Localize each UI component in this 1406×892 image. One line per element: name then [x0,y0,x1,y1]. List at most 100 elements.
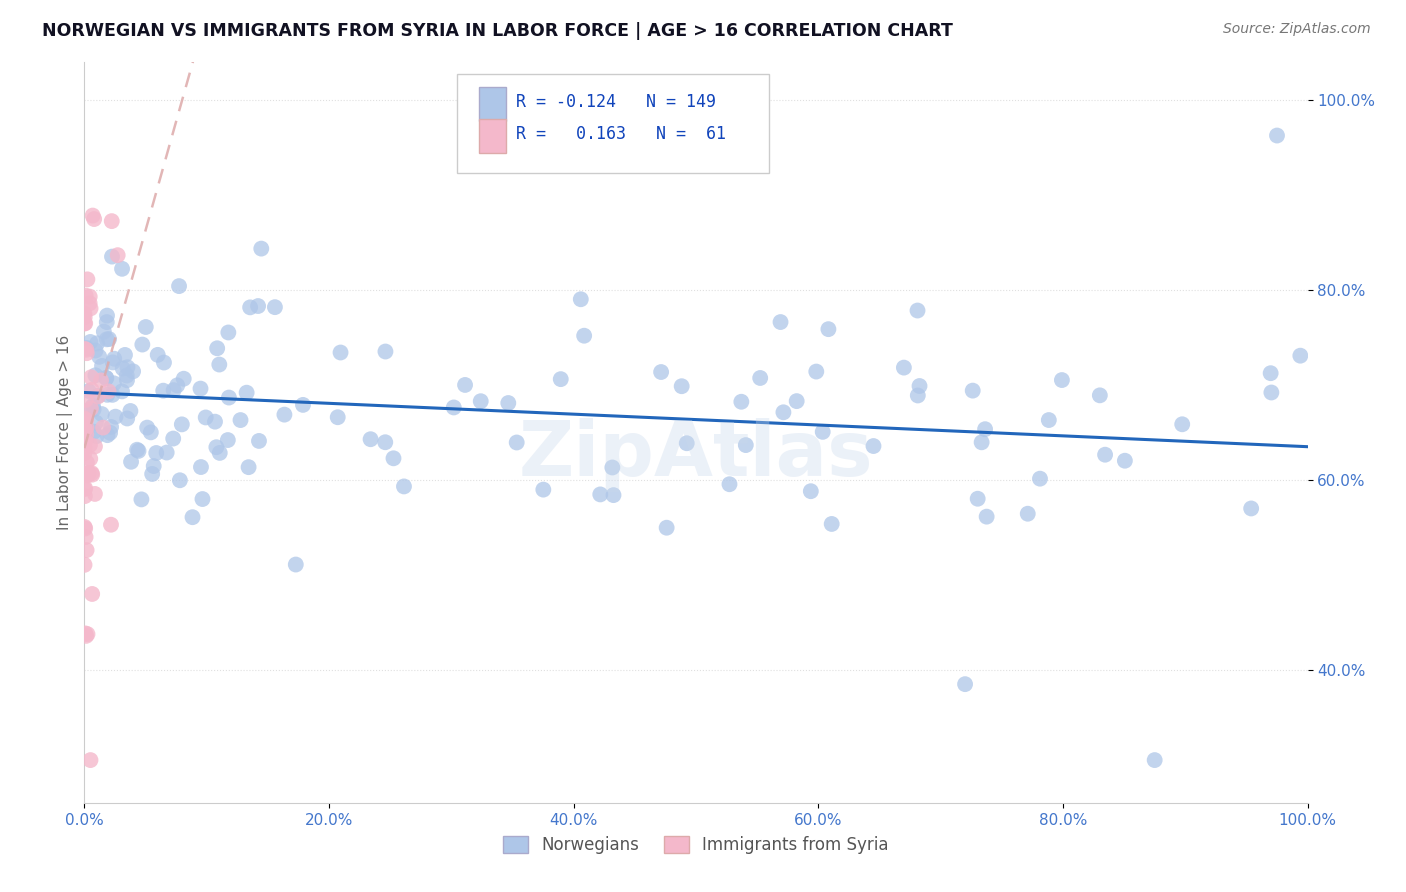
Point [602,488,624,502]
Point [146,348,169,362]
Point [247,434,270,448]
Point [73,441,96,455]
Point [235,385,257,400]
Point [505,435,527,450]
Point [190,460,212,475]
Point [730,394,752,409]
Point [908,379,931,393]
Point [602,460,624,475]
Legend: Norwegians, Immigrants from Syria: Norwegians, Immigrants from Syria [496,830,896,861]
Point [454,378,477,392]
Point [893,360,915,375]
Point [90,407,112,421]
Point [190,382,212,396]
FancyBboxPatch shape [457,73,769,173]
Point [83,212,105,227]
Point [162,432,184,446]
Point [250,242,273,256]
Point [73,306,96,320]
Point [1094,448,1116,462]
Point [217,326,239,340]
Point [976,509,998,524]
Text: NORWEGIAN VS IMMIGRANTS FROM SYRIA IN LABOR FORCE | AGE > 16 CORRELATION CHART: NORWEGIAN VS IMMIGRANTS FROM SYRIA IN LA… [42,22,953,40]
Point [91,420,114,434]
Point [382,451,405,466]
Point [111,261,134,276]
Point [76,468,98,483]
Point [907,388,929,402]
Point [86,429,108,443]
Point [83,425,105,439]
Point [96,332,118,346]
Point [962,384,984,398]
Point [73,317,96,331]
Point [75,413,97,427]
Point [1289,349,1312,363]
FancyBboxPatch shape [479,119,506,153]
Point [83,487,105,501]
Point [1265,128,1288,143]
Point [360,432,382,446]
Point [974,422,997,436]
Point [79,438,101,452]
Point [111,384,134,399]
Point [73,489,96,503]
Point [86,336,108,351]
Point [75,626,97,640]
Point [73,342,96,356]
Point [229,413,252,427]
Point [75,392,97,407]
Point [96,388,118,402]
Text: Source: ZipAtlas.com: Source: ZipAtlas.com [1223,22,1371,37]
Point [80,401,103,416]
Point [90,373,112,387]
Point [470,394,492,409]
Point [96,371,118,385]
Point [84,343,107,358]
Point [84,416,107,430]
Point [128,444,150,458]
Point [374,435,396,450]
Point [75,316,97,330]
Point [569,292,592,306]
Point [671,379,693,393]
Point [87,389,110,403]
Point [104,409,127,424]
Point [80,370,103,384]
Point [82,467,104,482]
Point [769,315,792,329]
Point [73,520,96,534]
Point [73,423,96,437]
Point [131,492,153,507]
Point [145,446,167,460]
Point [821,516,844,531]
Point [817,322,839,336]
Point [89,350,111,364]
Point [122,364,145,378]
Point [1114,454,1136,468]
Point [73,423,96,437]
Point [786,394,808,409]
Point [80,466,103,480]
Point [101,355,124,369]
Point [75,521,97,535]
Point [75,629,97,643]
Point [169,473,191,487]
Point [75,427,97,442]
Point [136,420,159,434]
Point [139,425,162,440]
Point [79,301,101,316]
Point [79,753,101,767]
Point [208,446,231,460]
Point [194,410,217,425]
Point [718,477,741,491]
Point [156,445,179,459]
Point [170,417,193,432]
Point [655,521,678,535]
Point [650,365,672,379]
Point [862,439,884,453]
Point [96,309,118,323]
Point [75,421,97,435]
Point [75,434,97,448]
Point [374,344,396,359]
